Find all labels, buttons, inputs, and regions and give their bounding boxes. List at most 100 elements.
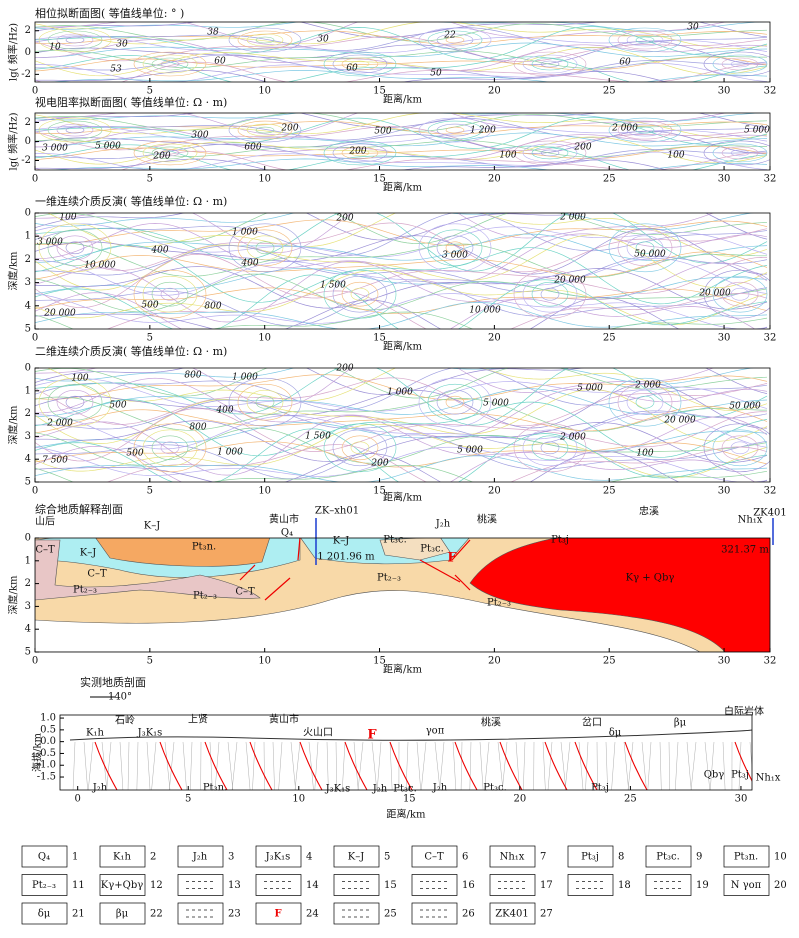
contour-line [35, 113, 767, 122]
annotation: Pt₂₋₃ [377, 573, 401, 584]
x-tick-label: 0 [32, 333, 38, 344]
hatch [335, 741, 337, 790]
x-tick-label: 25 [603, 86, 616, 97]
y-tick-label: 5 [25, 477, 31, 488]
x-tick-label: 20 [488, 86, 501, 97]
annotation: Pt₂₋₃ [73, 585, 97, 596]
hatch [227, 741, 234, 790]
unit-ct [35, 539, 261, 601]
annotation: γoπ [426, 726, 445, 737]
annotation: J₃K₁s [137, 728, 163, 739]
unit-red [469, 538, 770, 652]
hatch [83, 741, 88, 790]
hatch [245, 741, 251, 790]
annotation: 22 [443, 31, 456, 41]
annotation: 100 [71, 374, 88, 384]
contour-ring [151, 281, 189, 307]
legend-box [489, 845, 536, 868]
x-tick-label: 32 [764, 333, 777, 344]
annotation: 2 000 [46, 419, 73, 429]
contour-line [35, 40, 767, 66]
legend-number: 2 [150, 852, 156, 863]
annotation: Nh₁x [756, 773, 781, 784]
x-tick-label: 10 [258, 656, 271, 667]
fault [544, 741, 568, 790]
y-tick-label: 4 [25, 454, 31, 465]
legend-number: 26 [462, 909, 475, 920]
y-tick-label: 2 [25, 578, 31, 589]
contour-ring [65, 241, 85, 255]
contour-ring [341, 435, 379, 461]
contour-ring [427, 229, 483, 267]
x-tick-label: 32 [764, 86, 777, 97]
annotation: 200 [335, 364, 353, 374]
annotation: Pt₂₋₃ [487, 598, 511, 609]
x-tick-label: 0 [32, 486, 38, 497]
y-tick-label: 2 [25, 25, 31, 36]
x-tick-label: 5 [147, 656, 153, 667]
contour-line [35, 293, 768, 329]
contour-ring [38, 27, 112, 53]
legend-number: 20 [774, 880, 787, 891]
contour-ring [531, 57, 569, 71]
legend-label: C–T [424, 852, 444, 863]
legend-label: Q₄ [38, 852, 50, 863]
panel-title: 综合地质解释剖面 [35, 502, 123, 516]
fault [94, 741, 118, 790]
contour-ring [47, 383, 103, 421]
annotation: 黄山市 [269, 713, 299, 726]
legend-symbol [186, 909, 214, 918]
contour-ring [350, 149, 370, 157]
x-tick-label: 5 [185, 794, 191, 805]
contour-ring [255, 126, 275, 134]
annotation: 20 000 [698, 289, 731, 299]
annotation: Pt₃c. [383, 535, 407, 546]
contour-ring [617, 30, 673, 50]
y-tick-label: 0 [25, 136, 31, 147]
annotation: 400 [240, 259, 258, 269]
annotation: 1 201.96 m [317, 552, 375, 563]
legend-label: K₁h [113, 852, 131, 863]
x-tick-label: 20 [488, 333, 501, 344]
contour-line [35, 35, 768, 62]
legend-label: Kγ+Qbγ [101, 880, 143, 891]
x-tick-label: 10 [258, 174, 271, 185]
legend-number: 6 [462, 852, 468, 863]
x-tick-label: 32 [764, 174, 777, 185]
hatch [106, 741, 112, 790]
hatch [278, 741, 283, 790]
x-tick-label: 20 [513, 794, 526, 805]
y-tick-label: 0 [25, 208, 31, 219]
y-tick-label: 0 [25, 47, 31, 58]
x-tick-label: 5 [147, 174, 153, 185]
contour-line [35, 450, 768, 482]
hatch [342, 741, 346, 790]
hatch [484, 741, 490, 790]
contour-line [35, 233, 768, 263]
contour-ring [133, 423, 207, 473]
legend-box [645, 845, 692, 868]
hatch [209, 741, 213, 790]
hatch [460, 741, 463, 790]
legend-label: Nh₁x [500, 852, 525, 863]
x-tick-label: 15 [373, 333, 386, 344]
hatch [88, 741, 94, 790]
contour-ring [418, 223, 492, 273]
annotation: J₃K₁s [325, 784, 351, 795]
contour-ring [323, 140, 397, 166]
plot-frame [34, 212, 771, 330]
hatch [353, 741, 359, 790]
fault [734, 741, 752, 782]
hatch [623, 741, 629, 790]
annotation: 50 000 [729, 402, 761, 412]
y-axis-label: lg( 频率/Hz) [7, 112, 20, 170]
contour-ring [228, 27, 302, 53]
contour-line [35, 412, 768, 450]
annotation: 10 [49, 43, 61, 53]
contour-ring [540, 60, 560, 68]
fault [451, 539, 471, 561]
annotation: 3 000 [37, 238, 63, 248]
contour-ring [160, 441, 180, 455]
annotation: K–J [80, 548, 96, 559]
annotation: 7 500 [42, 456, 68, 466]
